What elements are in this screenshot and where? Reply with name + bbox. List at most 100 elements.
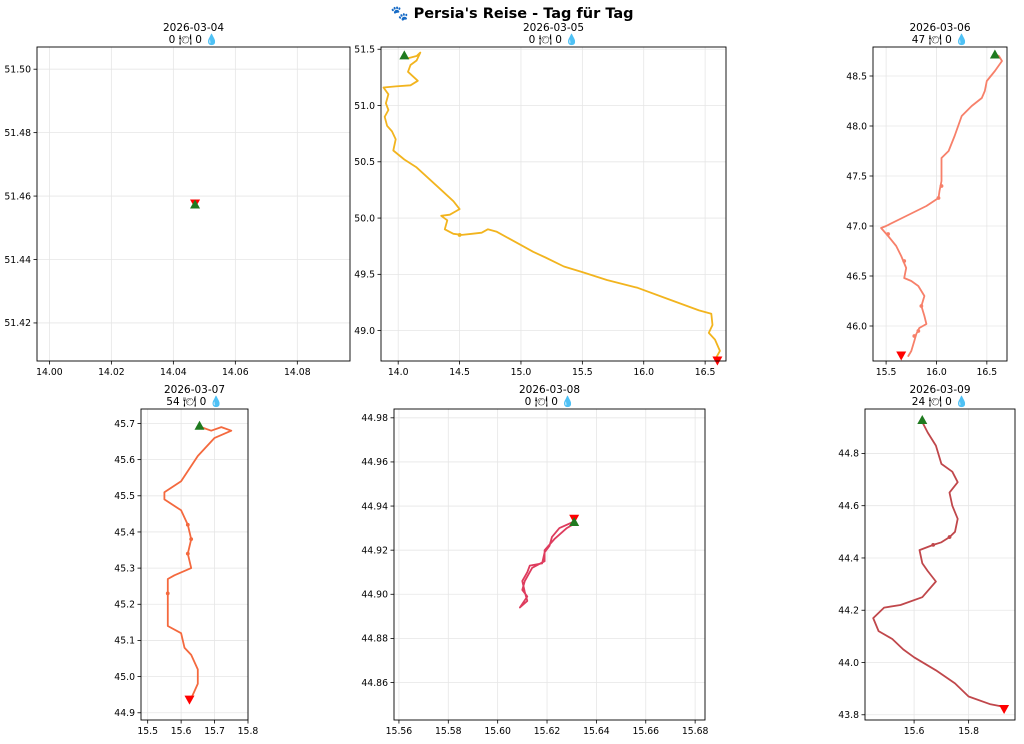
route-line <box>519 520 576 609</box>
x-tick-label: 14.5 <box>449 367 470 378</box>
panel-5: 2026-03-080 🍽 0 💧 15.56 15.58 15.60 15.62 15.… <box>361 384 708 737</box>
panel-date-title: 2026-03-04 <box>163 22 224 34</box>
x-tick-label: 16.5 <box>976 367 997 378</box>
y-tick-label: 51.50 <box>4 65 31 76</box>
panel-date-title: 2026-03-06 <box>909 22 970 34</box>
y-tick-label: 44.90 <box>361 590 388 601</box>
panels: 2026-03-04 0 🍽 0 💧 14.00 14.02 14.04 14.06 14.… <box>4 22 1016 737</box>
y-tick-label: 44.8 <box>838 449 859 460</box>
plot-frame <box>872 46 1008 362</box>
plot-frame <box>140 408 249 721</box>
y-tick-label: 45.3 <box>114 563 135 574</box>
x-tick-label: 15.66 <box>632 726 659 737</box>
y-tick-label: 45.0 <box>114 672 135 683</box>
y-tick-label: 44.98 <box>361 413 388 424</box>
route-point <box>931 542 936 547</box>
route-point <box>912 334 917 338</box>
panel-date-title: 2026-03-07 <box>164 384 225 396</box>
route-point <box>185 551 190 556</box>
x-tick-label: 16.5 <box>695 367 716 378</box>
x-tick-label: 15.68 <box>682 726 709 737</box>
route-point <box>902 259 907 263</box>
route-point <box>936 196 941 200</box>
route-point <box>189 537 194 542</box>
x-tick-label: 15.62 <box>534 726 561 737</box>
y-tick-label: 51.42 <box>4 318 31 329</box>
start-marker <box>569 516 580 526</box>
y-tick-label: 46.0 <box>846 321 867 332</box>
panel-stats-subtitle: 0 🍽 0 💧 <box>525 395 575 408</box>
y-tick-label: 44.2 <box>838 606 859 617</box>
y-tick-label: 45.2 <box>114 600 135 611</box>
route-point <box>886 232 891 236</box>
x-tick-label: 15.5 <box>876 367 897 378</box>
panel-1: 2026-03-040 🍽 0 💧 14.00 14.02 14.04 14.06 14.… <box>4 22 351 378</box>
y-tick-label: 45.1 <box>114 636 135 647</box>
y-tick-label: 47.5 <box>846 171 867 182</box>
route-point <box>919 304 924 308</box>
y-tick-label: 45.4 <box>114 527 135 538</box>
x-tick-label: 15.60 <box>484 726 511 737</box>
route-point <box>165 591 170 596</box>
panel-date-title: 2026-03-09 <box>909 384 970 396</box>
x-tick-label: 15.8 <box>958 726 979 737</box>
route-point <box>916 329 921 333</box>
y-tick-label: 45.6 <box>114 455 135 466</box>
route-point <box>939 184 944 188</box>
panel-stats-subtitle: 54 🍽 0 💧 <box>166 395 222 408</box>
y-tick-label: 45.5 <box>114 491 135 502</box>
y-tick-label: 51.44 <box>4 255 31 266</box>
x-tick-label: 15.5 <box>572 367 593 378</box>
x-tick-label: 15.6 <box>904 726 925 737</box>
panel-date-title: 2026-03-08 <box>519 384 580 396</box>
y-tick-label: 44.88 <box>361 634 388 645</box>
y-tick-label: 51.0 <box>354 101 375 112</box>
x-tick-label: 15.5 <box>137 726 158 737</box>
panel-stats-subtitle: 47 🍽 0 💧 <box>912 33 968 46</box>
y-tick-label: 44.92 <box>361 545 388 556</box>
x-tick-label: 16.0 <box>633 367 654 378</box>
x-tick-label: 14.06 <box>222 367 249 378</box>
y-tick-label: 44.0 <box>838 658 859 669</box>
panel-2: 2026-03-050 🍽 0 💧 14.0 14.5 15.0 15.5 16.0 16.… <box>354 22 727 378</box>
plot-frame <box>36 46 351 362</box>
x-tick-label: 14.00 <box>36 367 63 378</box>
figure-title: 🐾 Persia's Reise - Tag für Tag <box>390 6 633 22</box>
plot-frame <box>864 408 1016 721</box>
y-tick-label: 45.7 <box>114 419 135 430</box>
start-marker <box>194 420 205 430</box>
panel-date-title: 2026-03-05 <box>523 22 584 34</box>
y-tick-label: 51.48 <box>4 128 31 139</box>
start-marker <box>399 50 410 60</box>
y-tick-label: 46.5 <box>846 271 867 282</box>
x-tick-label: 15.64 <box>583 726 610 737</box>
route-line <box>880 53 1003 357</box>
y-tick-label: 44.96 <box>361 457 388 468</box>
route-line <box>872 421 1005 708</box>
y-tick-label: 50.5 <box>354 157 375 168</box>
x-tick-label: 16.0 <box>926 367 947 378</box>
plot-frame <box>380 46 727 362</box>
y-tick-label: 44.6 <box>838 501 859 512</box>
start-marker <box>190 199 201 209</box>
x-tick-label: 15.58 <box>435 726 462 737</box>
end-marker <box>184 695 195 705</box>
start-marker <box>917 414 928 424</box>
x-tick-label: 14.02 <box>98 367 125 378</box>
plot-frame <box>393 408 706 721</box>
y-tick-label: 43.8 <box>838 710 859 721</box>
x-tick-label: 15.6 <box>171 726 192 737</box>
y-tick-label: 49.0 <box>354 326 375 337</box>
x-tick-label: 14.08 <box>284 367 311 378</box>
end-marker <box>896 351 907 361</box>
y-tick-label: 50.0 <box>354 213 375 224</box>
route-line <box>163 426 233 700</box>
route-line <box>382 51 721 359</box>
y-tick-label: 44.86 <box>361 678 388 689</box>
y-tick-label: 47.0 <box>846 221 867 232</box>
x-tick-label: 14.0 <box>388 367 409 378</box>
x-tick-label: 14.04 <box>160 367 187 378</box>
start-marker <box>989 49 1000 59</box>
